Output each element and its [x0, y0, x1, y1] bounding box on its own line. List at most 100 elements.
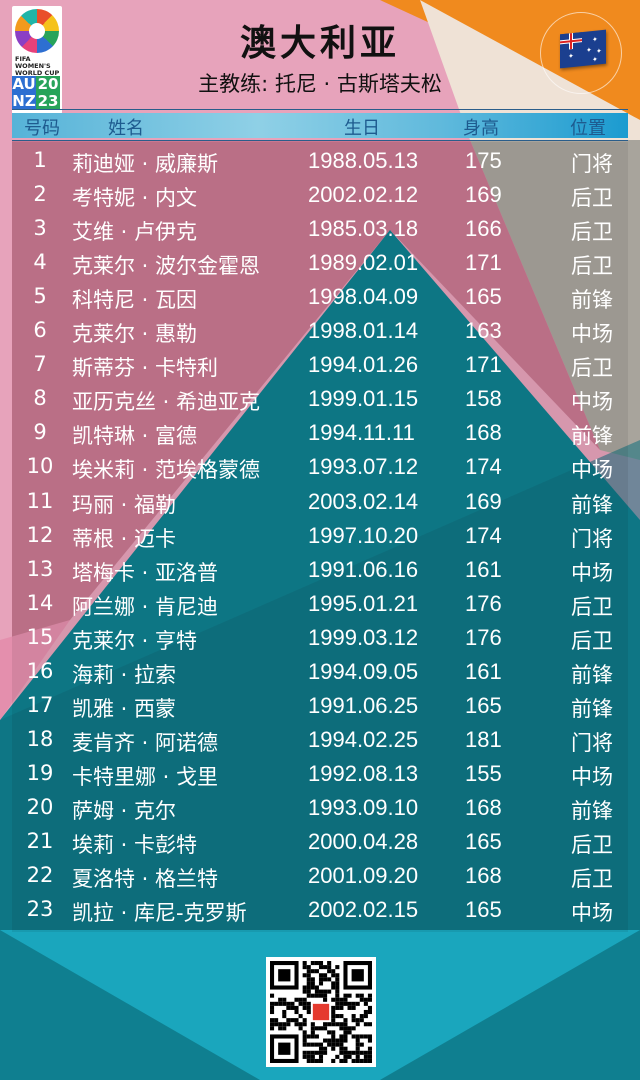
player-height: 171: [465, 352, 502, 378]
player-position: 前锋: [571, 288, 613, 313]
table-header: 号码 姓名 生日 身高 位置: [12, 113, 628, 139]
player-name: 莉迪娅 · 威廉斯: [72, 152, 219, 176]
table-row: 12 蒂根 · 迈卡 1997.10.20 174 门将: [0, 521, 640, 555]
player-number: 2: [33, 182, 47, 207]
table-row: 15 克莱尔 · 亨特 1999.03.12 176 后卫: [0, 623, 640, 657]
player-position: 中场: [571, 901, 613, 926]
table-row: 23 凯拉 · 库尼-克罗斯 2002.02.15 165 中场: [0, 895, 640, 929]
player-name: 斯蒂芬 · 卡特利: [72, 356, 219, 381]
player-height: 176: [465, 590, 502, 616]
player-position: 中场: [571, 322, 613, 347]
table-row: 17 凯雅 · 西蒙 1991.06.25 165 前锋: [0, 691, 640, 725]
player-number: 22: [26, 863, 54, 888]
table-row: 1 莉迪娅 · 威廉斯 1988.05.13 175 门将: [0, 146, 640, 180]
player-position: 中场: [571, 764, 613, 789]
player-position: 前锋: [571, 424, 613, 449]
player-number: 13: [26, 556, 54, 581]
table-row: 10 埃米莉 · 范埃格蒙德 1993.07.12 174 中场: [0, 452, 640, 486]
coach-subtitle: 主教练: 托尼 · 古斯塔夫松: [198, 72, 442, 96]
player-height: 174: [465, 454, 502, 480]
player-birthdate: 2002.02.12: [308, 182, 419, 208]
header-height: 身高: [463, 118, 499, 139]
player-number: 3: [33, 216, 47, 241]
player-height: 171: [465, 250, 502, 276]
player-height: 168: [465, 794, 502, 820]
player-birthdate: 1999.03.12: [308, 624, 419, 650]
player-number: 4: [33, 250, 47, 275]
header-birth: 生日: [344, 118, 380, 139]
player-birthdate: 1994.01.26: [308, 352, 419, 378]
player-birthdate: 1999.01.15: [308, 386, 419, 412]
player-birthdate: 1993.09.10: [308, 794, 419, 820]
player-name: 麦肯齐 · 阿诺德: [72, 730, 219, 755]
player-name: 玛丽 · 福勒: [72, 492, 177, 517]
player-height: 169: [465, 488, 502, 514]
table-row: 4 克莱尔 · 波尔金霍恩 1989.02.01 171 后卫: [0, 248, 640, 282]
logo-code: AU: [12, 75, 36, 93]
player-height: 165: [465, 829, 502, 854]
logo-text: FIFA: [15, 55, 31, 63]
player-name: 埃米莉 · 范埃格蒙德: [72, 458, 261, 483]
player-number: 12: [26, 522, 54, 547]
player-number: 8: [33, 386, 47, 411]
player-birthdate: 1994.09.05: [308, 658, 419, 684]
player-birthdate: 2003.02.14: [308, 488, 419, 514]
player-number: 18: [26, 726, 54, 751]
header-position: 位置: [570, 118, 606, 139]
player-position: 后卫: [571, 594, 613, 619]
player-number: 17: [26, 692, 54, 717]
player-position: 后卫: [571, 254, 613, 279]
player-position: 门将: [571, 730, 613, 755]
player-name: 海莉 · 拉索: [72, 662, 177, 687]
player-name: 克莱尔 · 波尔金霍恩: [72, 254, 261, 279]
player-name: 凯特琳 · 富德: [72, 424, 198, 449]
table-row: 21 埃莉 · 卡彭特 2000.04.28 165 后卫: [0, 827, 640, 861]
table-row: 9 凯特琳 · 富德 1994.11.11 168 前锋: [0, 418, 640, 452]
player-name: 艾维 · 卢伊克: [72, 220, 198, 245]
player-position: 后卫: [571, 867, 613, 892]
player-name: 科特尼 · 瓦因: [72, 288, 198, 313]
logo-code: 23: [36, 92, 60, 110]
player-birthdate: 2002.02.15: [308, 897, 419, 923]
player-height: 165: [465, 284, 502, 310]
player-height: 181: [465, 726, 502, 752]
player-name: 卡特里娜 · 戈里: [72, 764, 219, 789]
player-number: 23: [26, 897, 54, 922]
player-height: 163: [465, 318, 502, 344]
player-height: 168: [465, 420, 502, 446]
player-position: 门将: [571, 152, 613, 176]
logo-code: NZ: [12, 92, 36, 110]
player-name: 夏洛特 · 格兰特: [72, 867, 219, 892]
player-position: 后卫: [571, 220, 613, 245]
table-panel: [12, 142, 628, 932]
player-number: 5: [33, 284, 47, 309]
player-height: 166: [465, 216, 502, 242]
player-birthdate: 1993.07.12: [308, 454, 419, 480]
table-row: 8 亚历克丝 · 希迪亚克 1999.01.15 158 中场: [0, 384, 640, 418]
player-name: 塔梅卡 · 亚洛普: [72, 560, 219, 585]
player-name: 克莱尔 · 亨特: [72, 628, 198, 653]
logo-text: WOMEN'S: [15, 62, 51, 70]
player-number: 11: [26, 488, 54, 513]
player-height: 165: [465, 897, 502, 923]
player-position: 后卫: [571, 628, 613, 653]
player-position: 中场: [571, 390, 613, 415]
logo-text: WORLD CUP: [15, 69, 60, 77]
player-birthdate: 1988.05.13: [308, 148, 419, 173]
player-number: 6: [33, 318, 47, 343]
player-name: 萨姆 · 克尔: [72, 798, 177, 823]
player-birthdate: 1994.02.25: [308, 726, 419, 752]
table-row: 5 科特尼 · 瓦因 1998.04.09 165 前锋: [0, 282, 640, 316]
player-name: 亚历克丝 · 希迪亚克: [72, 390, 261, 415]
player-name: 克莱尔 · 惠勒: [72, 322, 198, 347]
table-row: 22 夏洛特 · 格兰特 2001.09.20 168 后卫: [0, 861, 640, 895]
player-height: 176: [465, 624, 502, 650]
table-row: 13 塔梅卡 · 亚洛普 1991.06.16 161 中场: [0, 555, 640, 589]
player-position: 前锋: [571, 798, 613, 823]
table-row: 11 玛丽 · 福勒 2003.02.14 169 前锋: [0, 487, 640, 521]
player-height: 169: [465, 182, 502, 208]
player-birthdate: 1997.10.20: [308, 522, 419, 548]
player-birthdate: 1995.01.21: [308, 590, 419, 616]
player-position: 后卫: [571, 186, 613, 211]
flag-ring: [540, 12, 622, 94]
